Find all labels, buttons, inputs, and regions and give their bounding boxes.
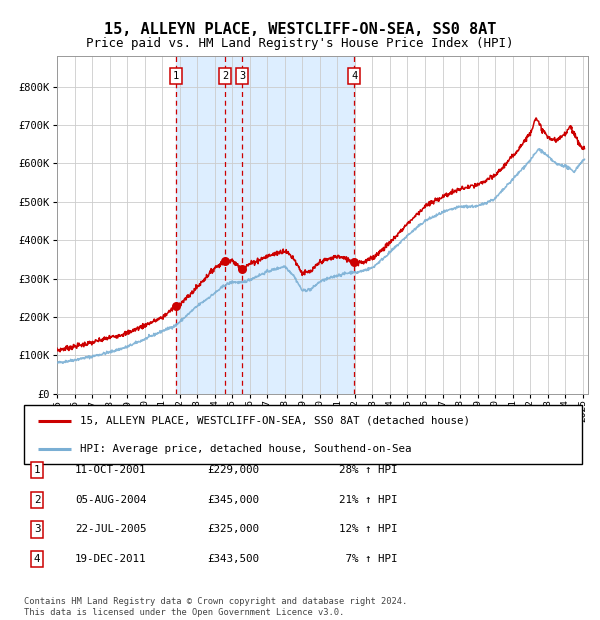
Text: 3: 3: [239, 71, 245, 81]
Text: 1: 1: [34, 465, 40, 475]
Text: £345,000: £345,000: [207, 495, 259, 505]
Text: 12% ↑ HPI: 12% ↑ HPI: [339, 525, 397, 534]
Text: 28% ↑ HPI: 28% ↑ HPI: [339, 465, 397, 475]
Text: Contains HM Land Registry data © Crown copyright and database right 2024.
This d: Contains HM Land Registry data © Crown c…: [24, 598, 407, 617]
Text: 15, ALLEYN PLACE, WESTCLIFF-ON-SEA, SS0 8AT: 15, ALLEYN PLACE, WESTCLIFF-ON-SEA, SS0 …: [104, 22, 496, 37]
Text: 2: 2: [222, 71, 228, 81]
Text: 19-DEC-2011: 19-DEC-2011: [75, 554, 146, 564]
Text: 22-JUL-2005: 22-JUL-2005: [75, 525, 146, 534]
Text: 05-AUG-2004: 05-AUG-2004: [75, 495, 146, 505]
Text: 1: 1: [173, 71, 179, 81]
Text: HPI: Average price, detached house, Southend-on-Sea: HPI: Average price, detached house, Sout…: [80, 444, 412, 454]
Text: £325,000: £325,000: [207, 525, 259, 534]
Text: 21% ↑ HPI: 21% ↑ HPI: [339, 495, 397, 505]
Text: 7% ↑ HPI: 7% ↑ HPI: [339, 554, 397, 564]
Text: 4: 4: [351, 71, 358, 81]
Text: 3: 3: [34, 525, 40, 534]
Text: 11-OCT-2001: 11-OCT-2001: [75, 465, 146, 475]
Bar: [176, 56, 354, 394]
Text: £229,000: £229,000: [207, 465, 259, 475]
Text: 2: 2: [34, 495, 40, 505]
Text: Price paid vs. HM Land Registry's House Price Index (HPI): Price paid vs. HM Land Registry's House …: [86, 37, 514, 50]
Text: 4: 4: [34, 554, 40, 564]
Text: £343,500: £343,500: [207, 554, 259, 564]
Text: 15, ALLEYN PLACE, WESTCLIFF-ON-SEA, SS0 8AT (detached house): 15, ALLEYN PLACE, WESTCLIFF-ON-SEA, SS0 …: [80, 416, 470, 426]
